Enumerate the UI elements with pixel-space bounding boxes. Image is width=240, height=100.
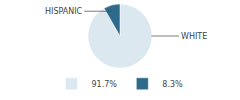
- svg-text:8.3%: 8.3%: [162, 80, 183, 89]
- svg-text:HISPANIC: HISPANIC: [45, 7, 83, 16]
- svg-text:91.7%: 91.7%: [92, 80, 118, 89]
- svg-text:WHITE: WHITE: [181, 32, 207, 41]
